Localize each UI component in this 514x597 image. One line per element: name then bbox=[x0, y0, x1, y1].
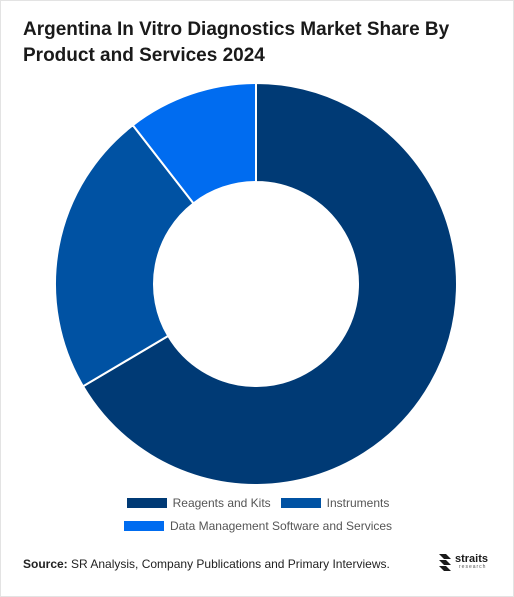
straits-research-logo: straits research bbox=[437, 551, 488, 573]
legend-row-2: Data Management Software and Services bbox=[1, 516, 514, 536]
source-note: Source: SR Analysis, Company Publication… bbox=[23, 557, 390, 571]
donut-slice-data-management-software-and-services[interactable] bbox=[131, 81, 257, 205]
legend-label: Reagents and Kits bbox=[172, 496, 271, 510]
source-label: Source: bbox=[23, 557, 68, 571]
logo-word: straits bbox=[455, 553, 489, 565]
legend-row-1: Reagents and Kits Instruments bbox=[1, 493, 514, 513]
donut-chart bbox=[54, 81, 458, 486]
legend-swatch bbox=[126, 498, 167, 508]
legend-item-instruments[interactable]: Instruments bbox=[280, 496, 390, 510]
donut-slice-reagents-and-kits[interactable] bbox=[81, 81, 458, 486]
legend-item-reagents-and-kits[interactable]: Reagents and Kits bbox=[126, 496, 271, 510]
straits-logo-icon bbox=[439, 554, 451, 571]
logo-text: straits research bbox=[455, 554, 488, 570]
legend: Reagents and Kits Instruments Data Manag… bbox=[1, 493, 514, 539]
chart-title: Argentina In Vitro Diagnostics Market Sh… bbox=[23, 19, 450, 66]
source-text: SR Analysis, Company Publications and Pr… bbox=[67, 557, 390, 571]
legend-swatch bbox=[280, 498, 321, 508]
logo-sub: research bbox=[459, 564, 487, 570]
legend-swatch bbox=[123, 521, 164, 531]
donut-slice-instruments[interactable] bbox=[54, 123, 195, 388]
legend-label: Instruments bbox=[326, 496, 390, 510]
legend-item-data-management-software-and-services[interactable]: Data Management Software and Services bbox=[123, 519, 393, 533]
legend-label: Data Management Software and Services bbox=[169, 519, 393, 533]
